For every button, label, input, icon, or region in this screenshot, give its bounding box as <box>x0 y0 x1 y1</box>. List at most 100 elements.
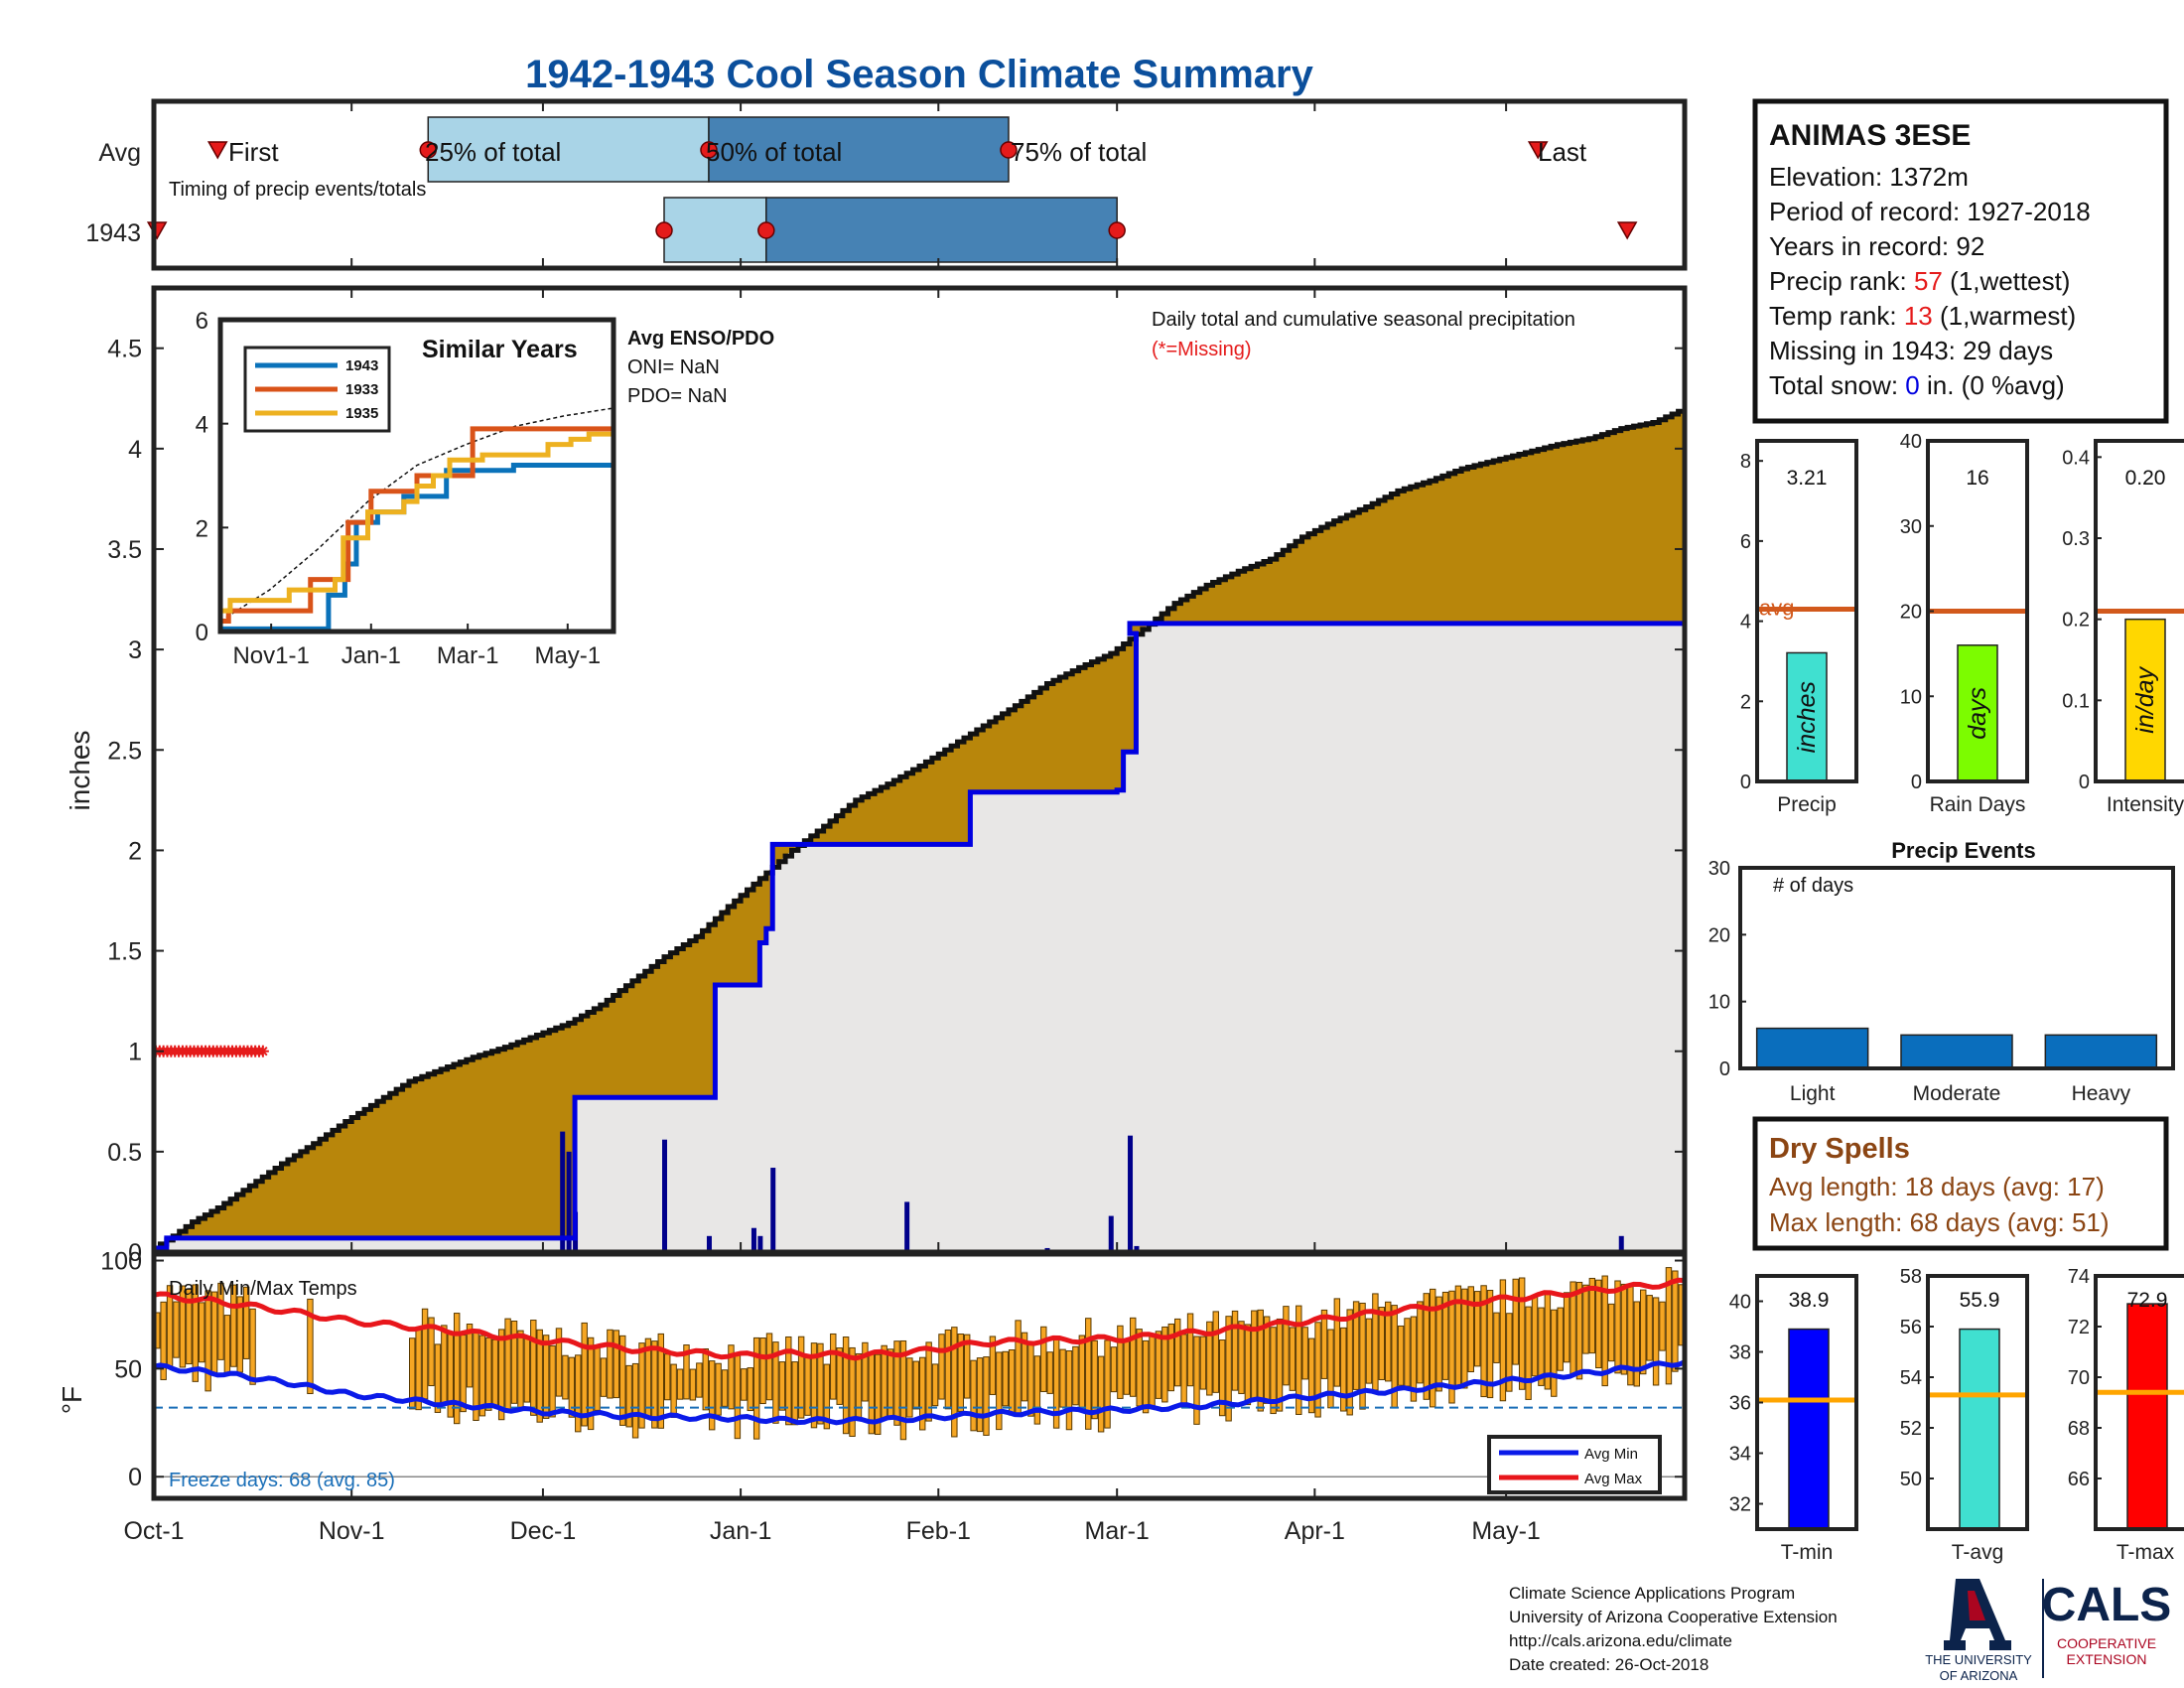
university-logo: THE UNIVERSITY OF ARIZONA CALS COOPERATI… <box>1925 1579 2171 1683</box>
inset-ytick-label: 0 <box>196 620 208 646</box>
snow-value: 0 <box>1905 370 1919 400</box>
tmax-ytick-label: 68 <box>2068 1418 2090 1440</box>
daily-temp-bar <box>1320 1309 1328 1379</box>
timing-event-triangle <box>1616 221 1638 240</box>
tmax-ytick-label: 72 <box>2068 1317 2090 1338</box>
rain_days-axis-label: Rain Days <box>1930 793 2026 816</box>
daily-temp-bar <box>925 1341 932 1422</box>
daily-temp-bar <box>1461 1288 1468 1389</box>
daily-temp-bar <box>1557 1307 1564 1371</box>
tmin-ytick-label: 34 <box>1729 1444 1751 1466</box>
daily-temp-bar <box>1244 1324 1252 1406</box>
inset-xtick-label: Jan-1 <box>341 642 401 669</box>
daily-precip-bar <box>904 1201 910 1252</box>
events-marks: Light Moderate Heavy 0 10 20 30 <box>1708 858 2158 1105</box>
ua-text-line2: OF ARIZONA <box>1940 1668 2018 1683</box>
rain_days-ytick-label: 40 <box>1900 431 1922 453</box>
daily-temp-bar <box>1575 1281 1583 1380</box>
daily-temp-bar <box>594 1344 601 1411</box>
precip-ytick-label: 0.5 <box>107 1139 142 1167</box>
temp-ytick-label: 100 <box>100 1248 142 1276</box>
daily-precip-bar <box>751 1227 756 1252</box>
daily-temp-bar <box>198 1302 205 1363</box>
daily-temp-bar <box>651 1340 658 1429</box>
daily-temp-bar <box>619 1335 626 1426</box>
daily-temp-bar <box>836 1347 843 1405</box>
intensity-ytick-label: 0 <box>2079 772 2090 793</box>
month-label: May-1 <box>1471 1517 1540 1545</box>
daily-temp-bar <box>1130 1317 1137 1397</box>
daily-temp-bar <box>562 1354 569 1400</box>
tavg-ytick-label: 50 <box>1900 1469 1922 1490</box>
daily-temp-bar <box>441 1325 448 1404</box>
station-snow: Total snow: 0 in. (0 %avg) <box>1769 370 2065 400</box>
dry-spells-avg: Avg length: 18 days (avg: 17) <box>1769 1172 2105 1201</box>
daily-temp-bar <box>1257 1309 1264 1412</box>
daily-temp-bar <box>1136 1329 1143 1407</box>
daily-precip-bar <box>757 1235 763 1252</box>
inset-ytick-label: 6 <box>196 308 208 335</box>
daily-precip-bar <box>706 1235 712 1252</box>
daily-temp-bar <box>536 1329 543 1423</box>
temp-summary-tmax: 72.9 66 68 70 72 74 T-max <box>2068 1266 2184 1564</box>
precip-panel: 0 0.5 1 1.5 2 2.5 3 3.5 4 4.5 inches Daily total … <box>65 285 1688 1267</box>
inset-axes: 0 2 4 6 Nov1-1 Jan-1 Mar-1 May-1 <box>196 308 602 669</box>
daily-temp-bar <box>1640 1289 1647 1375</box>
daily-temp-bar <box>1180 1334 1187 1408</box>
daily-precip-bar <box>1618 1235 1624 1252</box>
daily-temp-bar <box>912 1360 920 1410</box>
footer: Climate Science Applications Program Uni… <box>1509 1584 1838 1674</box>
daily-temp-bar <box>1646 1295 1653 1361</box>
timing-row-avg: Avg <box>98 139 141 167</box>
timing-frame <box>151 98 1688 271</box>
daily-temp-bar <box>517 1330 524 1410</box>
daily-temp-bar <box>1174 1318 1181 1387</box>
daily-temp-bar <box>951 1327 958 1438</box>
daily-temp-bar <box>1059 1348 1066 1408</box>
inset-avg-line <box>220 407 614 623</box>
station-temp-rank: Temp rank: 13 (1,warmest) <box>1769 301 2076 331</box>
timing-p75-label: 75% of total <box>1011 137 1147 167</box>
daily-temp-bar <box>1027 1342 1034 1417</box>
temp-legend-min: Avg Min <box>1584 1446 1638 1463</box>
timing-quartile-dot <box>1000 141 1018 159</box>
tavg-bar <box>1959 1328 2000 1530</box>
daily-temp-bar <box>1430 1288 1436 1408</box>
summary-panel-rain_days: 16 0 10 20 30 40 Rain Days days <box>1900 431 2029 816</box>
tavg-ytick-label: 54 <box>1900 1367 1922 1389</box>
inset-legend-1943: 1943 <box>345 357 378 374</box>
daily-temp-bar <box>1473 1291 1481 1367</box>
temp-ytick-label: 0 <box>128 1464 142 1491</box>
footer-line2: University of Arizona Cooperative Extens… <box>1509 1608 1838 1626</box>
daily-temp-bar <box>734 1352 742 1440</box>
enso-oni: ONI= NaN <box>627 356 720 378</box>
daily-temp-bar <box>542 1335 550 1419</box>
daily-temp-bar <box>587 1336 595 1431</box>
tmax-frame <box>2094 1274 2184 1531</box>
precip-marks <box>154 405 1685 1252</box>
tavg-value-label: 55.9 <box>1960 1289 2000 1312</box>
daily-temp-bar <box>778 1361 786 1411</box>
temp-frame <box>151 1251 1688 1501</box>
daily-temp-bar <box>1270 1327 1277 1415</box>
daily-temp-bar <box>1607 1303 1615 1362</box>
daily-temp-bar <box>1091 1339 1098 1420</box>
daily-temp-bar <box>683 1344 690 1400</box>
daily-temp-bar <box>1021 1332 1028 1402</box>
tavg-frame <box>1926 1274 2029 1531</box>
daily-precip-bar <box>770 1168 776 1252</box>
temp-ytick-label: 50 <box>114 1355 142 1383</box>
daily-temp-bar <box>1161 1326 1168 1403</box>
intensity-value-label: 0.20 <box>2125 467 2166 490</box>
daily-temp-bar <box>1397 1325 1405 1386</box>
daily-temp-bar <box>747 1367 753 1412</box>
tavg-ytick-label: 58 <box>1900 1266 1922 1288</box>
events-ytick-label: 20 <box>1708 924 1730 946</box>
daily-temp-bar <box>1238 1321 1245 1394</box>
daily-temp-bar <box>696 1362 703 1398</box>
daily-temp-bar <box>1212 1311 1219 1393</box>
month-label: Apr-1 <box>1285 1517 1345 1545</box>
precip-ytick-label: 3 <box>128 636 142 664</box>
rain_days-value-label: 16 <box>1966 467 1988 490</box>
daily-temp-bar <box>1340 1327 1347 1412</box>
